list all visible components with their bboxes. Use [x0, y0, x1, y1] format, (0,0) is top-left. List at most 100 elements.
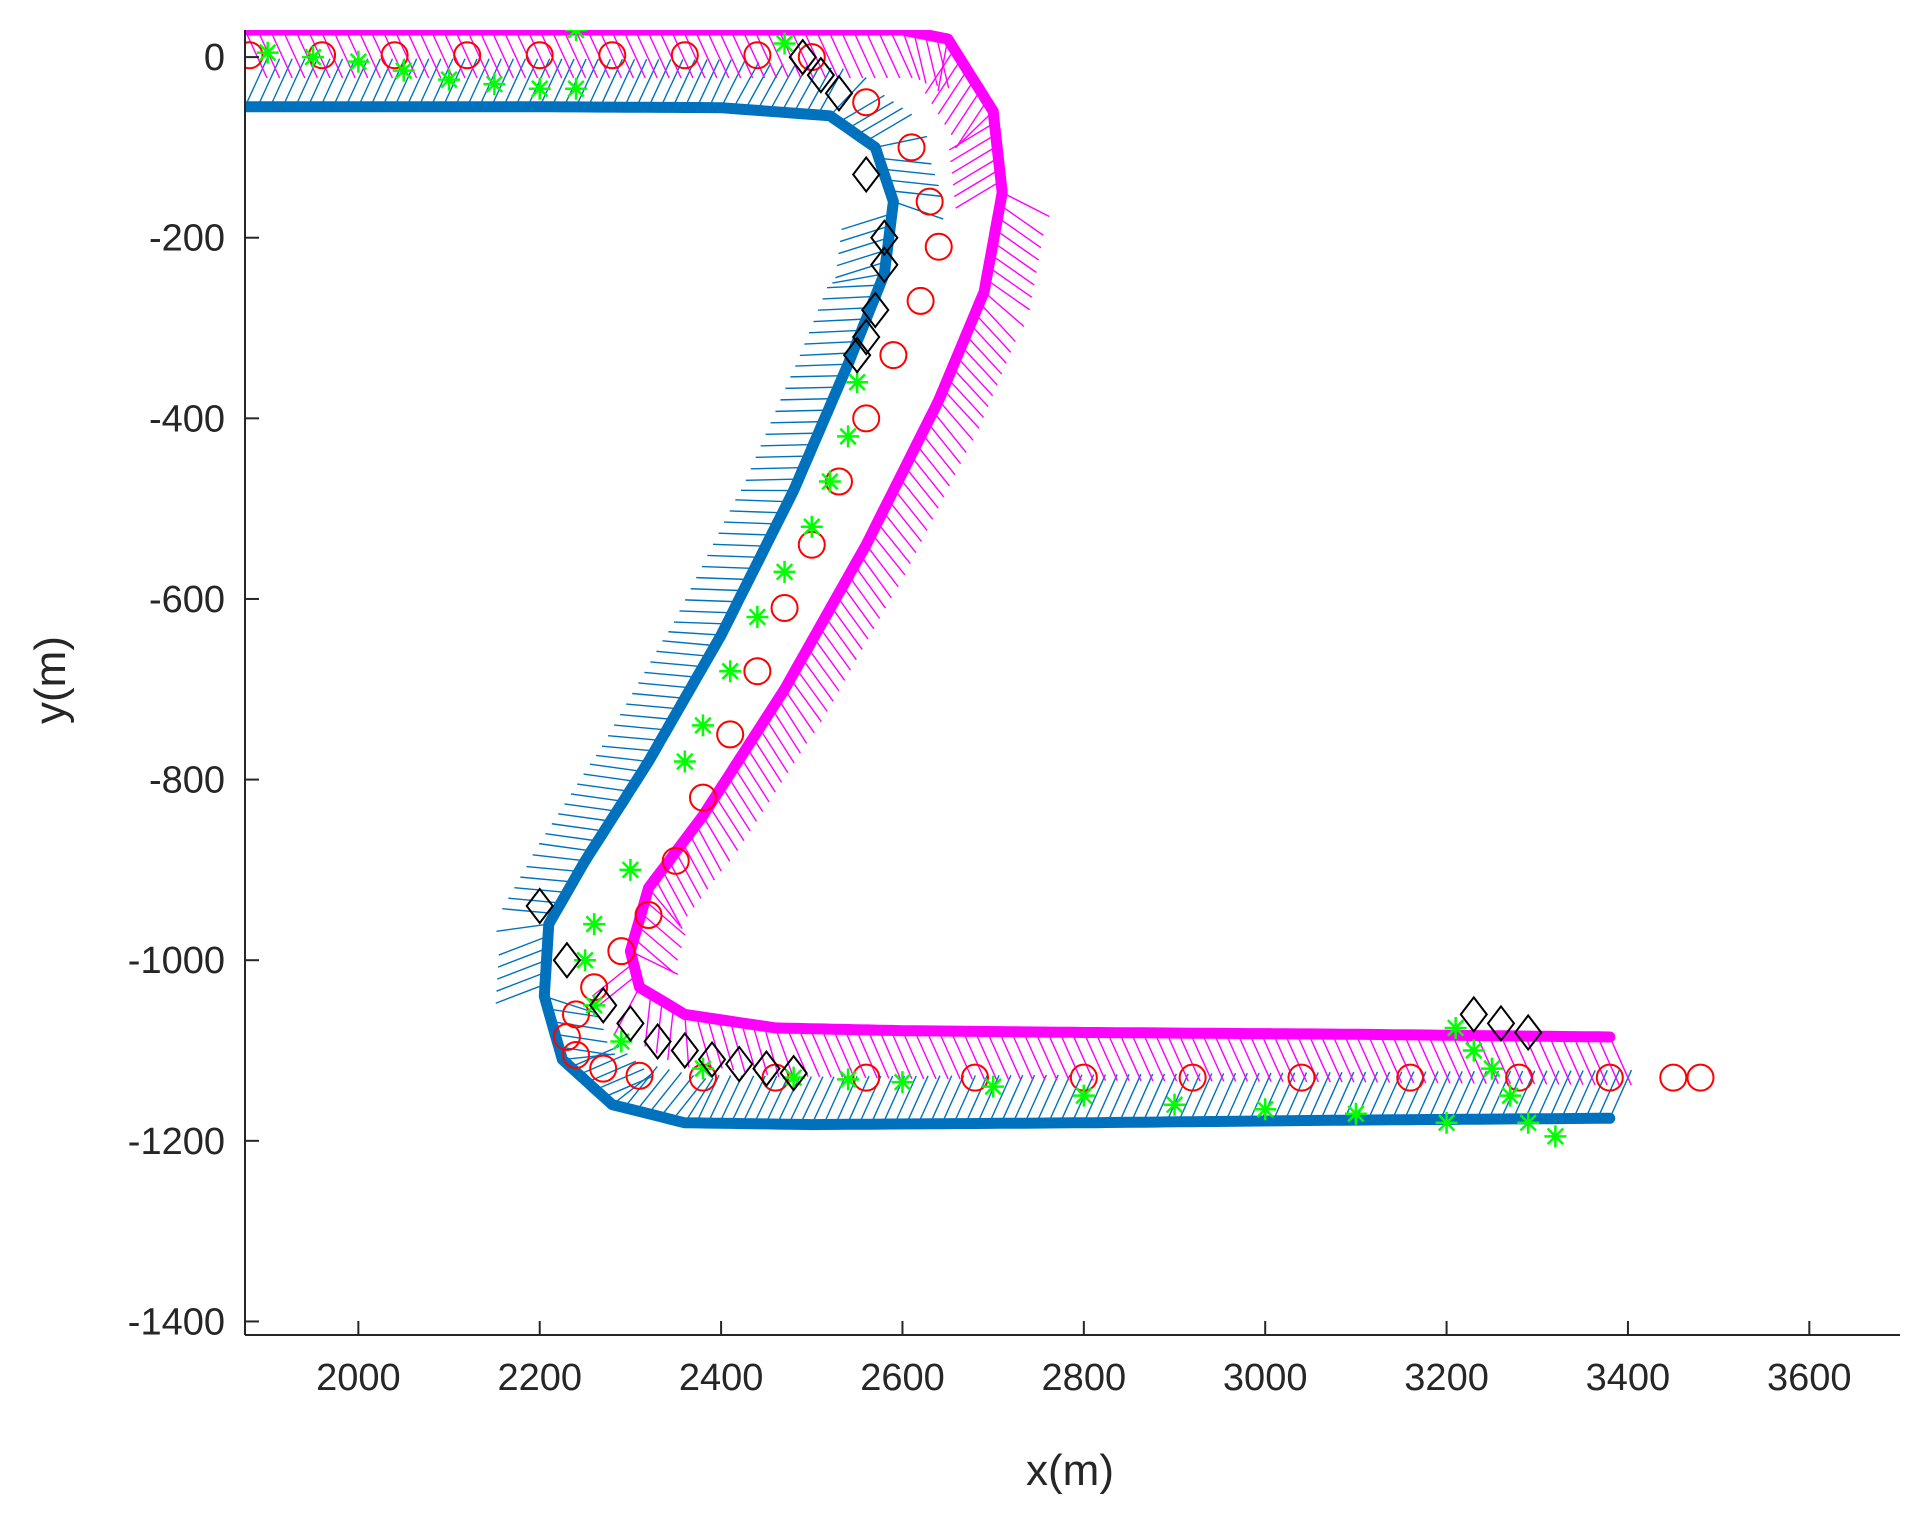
hatch-line: [1584, 1036, 1608, 1086]
hatch-line: [740, 756, 770, 803]
hatched-band-series: [245, 30, 1632, 1086]
y-tick-label: -1400: [128, 1301, 225, 1343]
hatch-line: [684, 1077, 714, 1124]
hatch-line: [695, 1015, 712, 1068]
hatch-line: [915, 444, 950, 487]
hatch-line: [1047, 1074, 1071, 1124]
x-tick-label: 2000: [316, 1357, 401, 1399]
hatch-line: [1451, 1035, 1475, 1084]
hatch-line: [901, 30, 921, 81]
hatch-line: [865, 113, 913, 142]
hatch-line: [718, 1019, 735, 1071]
asterisk-marker: [1517, 1111, 1540, 1134]
hatch-line: [1524, 1070, 1548, 1120]
asterisk-marker: [982, 1075, 1005, 1098]
hatch-line: [929, 1075, 953, 1125]
hatch-line: [753, 30, 778, 79]
hatch-line: [954, 168, 1000, 198]
hatch-line: [1272, 1033, 1296, 1083]
hatch-line: [496, 959, 547, 980]
diamond-marker: [788, 38, 817, 76]
hatch-line: [562, 30, 587, 79]
hatch-line: [1415, 1034, 1439, 1084]
hatch-line: [924, 48, 955, 94]
hatch-line: [887, 499, 923, 542]
y-tick-label: -1200: [128, 1121, 225, 1163]
hatch-line: [1000, 1074, 1024, 1124]
diamond-marker: [806, 56, 836, 94]
hatch-line: [1154, 1032, 1178, 1082]
hatch-line: [1512, 1035, 1536, 1085]
hatch-line: [633, 938, 675, 974]
hatch-line: [765, 718, 795, 764]
hatch-line: [706, 1017, 723, 1069]
hatch-line: [950, 90, 981, 136]
hatch-line: [595, 1068, 645, 1091]
circle-marker: [380, 41, 409, 70]
hatch-line: [706, 30, 730, 79]
hatch-line: [1189, 1032, 1213, 1082]
hatch-line: [774, 1027, 795, 1078]
hatch-line: [672, 1078, 707, 1121]
hatch-line: [555, 1033, 608, 1043]
hatch-line: [893, 200, 944, 220]
hatch-line: [675, 851, 702, 899]
hatch-line: [932, 410, 967, 454]
hatch-line: [1225, 1072, 1248, 1122]
asterisk-marker: [691, 1057, 714, 1080]
hatch-line: [454, 30, 478, 79]
hatch-line: [1560, 1036, 1584, 1085]
hatch-line: [644, 900, 686, 936]
hatch-line: [827, 284, 880, 289]
diamond-marker: [861, 291, 890, 329]
asterisk-marker: [438, 68, 461, 91]
hatch-line: [634, 30, 658, 79]
hatch-line: [1248, 1072, 1272, 1122]
hatch-line: [684, 1014, 690, 1068]
circle-marker: [1686, 1063, 1715, 1092]
hatch-line: [1427, 1071, 1451, 1120]
hatch-line: [829, 76, 867, 117]
hatch-line: [813, 637, 846, 681]
hatch-line: [601, 745, 655, 752]
hatch-line: [995, 229, 1040, 261]
hatch-line: [1071, 1032, 1094, 1081]
hatch-line: [319, 30, 344, 79]
hatch-line: [799, 352, 853, 357]
hatch-line: [770, 420, 824, 424]
y-axis-label: y(m): [26, 636, 75, 724]
hatch-line: [793, 66, 820, 114]
hatch-line: [1118, 1032, 1142, 1082]
hatch-line: [721, 786, 751, 832]
hatch-line: [1012, 1074, 1036, 1124]
hatch-line: [846, 1075, 870, 1125]
hatch-line: [718, 30, 742, 79]
diamond-marker: [552, 941, 582, 979]
hatch-line: [1010, 1031, 1034, 1081]
hatch-line: [870, 1075, 894, 1125]
hatch-line: [1500, 1035, 1524, 1085]
hatch-line: [1201, 1032, 1225, 1082]
hatch-line: [539, 30, 563, 79]
hatch-line: [714, 795, 745, 842]
circle-marker: [1595, 1063, 1624, 1092]
hatch-line: [1343, 1033, 1367, 1083]
circle-marker: [625, 1061, 654, 1090]
hatch-line: [1154, 1073, 1177, 1123]
asterisk-marker: [1444, 1016, 1467, 1039]
hatched-band-series: [245, 58, 1633, 1131]
hatch-line: [502, 908, 555, 915]
trajectory-line: [245, 101, 1616, 1131]
hatch-line: [899, 477, 934, 520]
hatch-line: [1319, 1033, 1343, 1083]
hatch-line: [644, 993, 652, 1047]
hatch-line: [564, 803, 617, 812]
circle-marker: [308, 41, 337, 70]
x-tick-label: 3600: [1767, 1357, 1852, 1399]
hatch-line: [768, 64, 796, 112]
hatch-line: [740, 1022, 757, 1074]
hatch-line: [890, 1030, 913, 1080]
hatch-line: [941, 1075, 965, 1124]
hatch-line: [660, 1075, 695, 1118]
hatch-line: [990, 254, 1035, 286]
